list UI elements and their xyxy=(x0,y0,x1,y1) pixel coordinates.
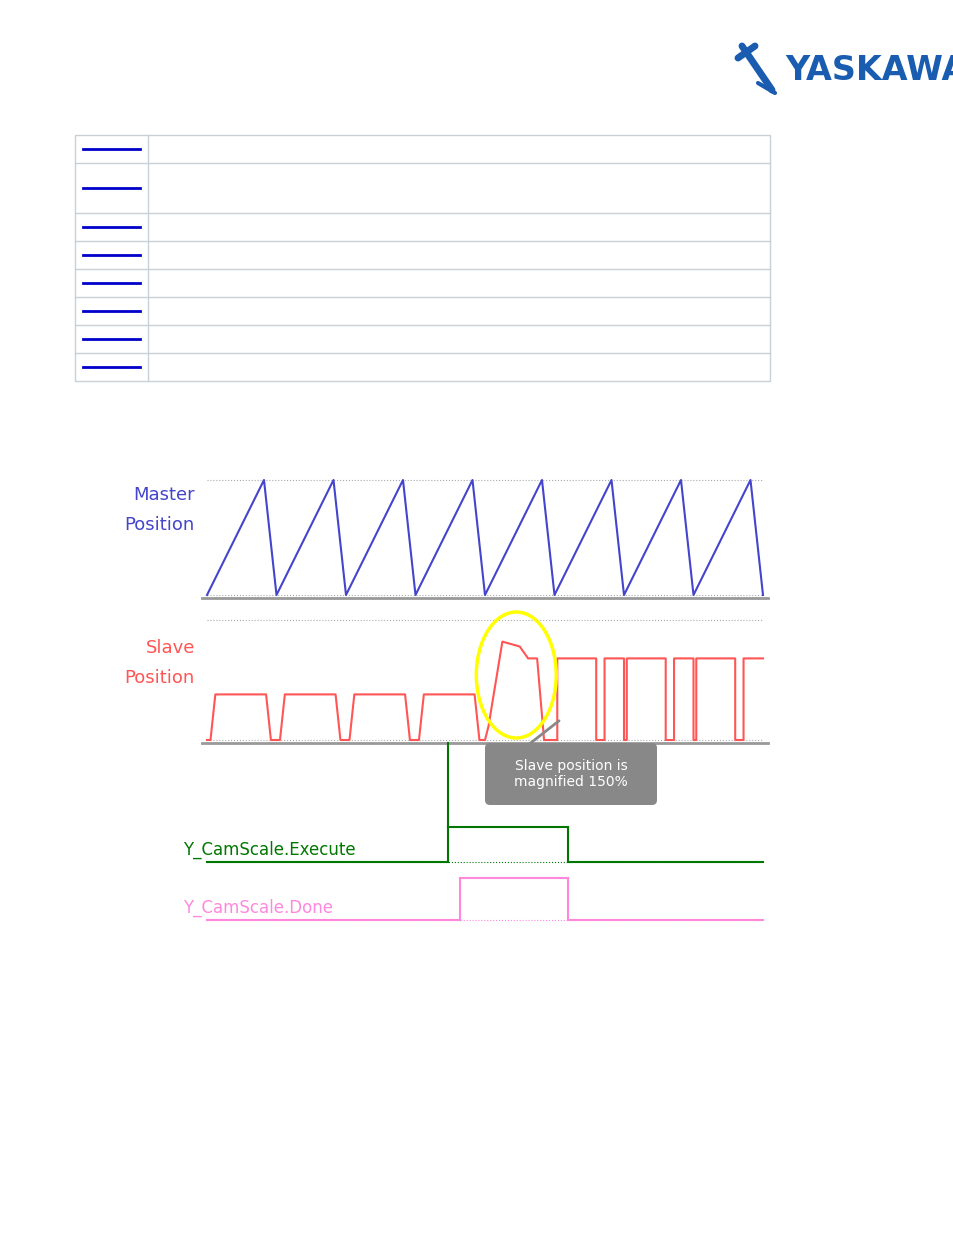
Text: Position: Position xyxy=(125,516,194,534)
Text: Y_CamScale.Execute: Y_CamScale.Execute xyxy=(183,841,355,860)
Text: Slave: Slave xyxy=(146,638,194,657)
Text: Slave position is
magnified 150%: Slave position is magnified 150% xyxy=(514,758,627,789)
Text: Position: Position xyxy=(125,669,194,687)
Bar xyxy=(75,135,769,382)
Text: YASKAWA: YASKAWA xyxy=(784,53,953,86)
Text: Master: Master xyxy=(133,487,194,504)
Text: Y_CamScale.Done: Y_CamScale.Done xyxy=(183,899,333,918)
FancyBboxPatch shape xyxy=(484,743,657,805)
